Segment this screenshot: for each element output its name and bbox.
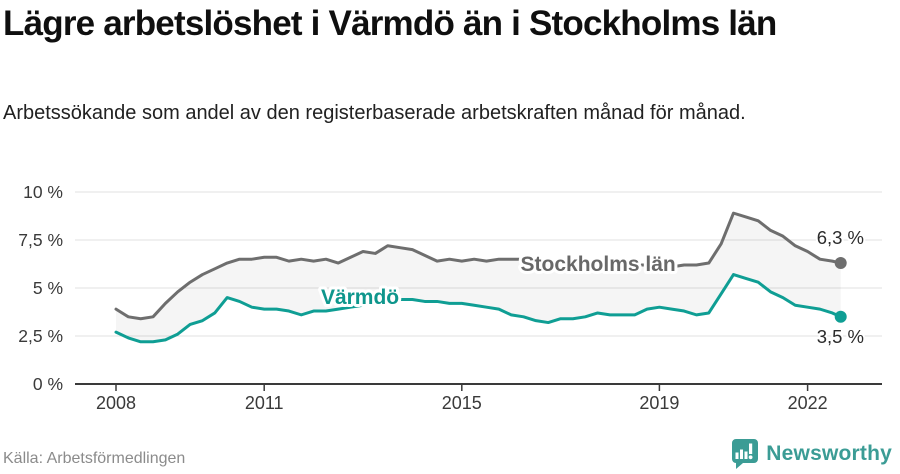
area-between-series: [116, 213, 841, 342]
newsworthy-logo: Newsworthy: [729, 438, 892, 469]
series-end-dot: [834, 310, 847, 323]
chart-subtitle: Arbetssökande som andel av den registerb…: [3, 102, 746, 124]
stockholms-lan-line: [114, 211, 843, 321]
series-end-value-label: 3,5 %: [817, 326, 864, 347]
source-note: Källa: Arbetsförmedlingen: [3, 450, 186, 467]
series-end-value-label: 6,3 %: [817, 227, 864, 248]
x-axis-tick-label: 2019: [639, 393, 679, 413]
y-axis-tick-label: 0 %: [33, 374, 63, 394]
x-axis-tick-label: 2011: [245, 393, 284, 413]
x-axis-tick-label: 2022: [788, 393, 828, 413]
series-end-dot: [834, 257, 847, 270]
stockholms-lan-series-label: Stockholms län: [521, 253, 676, 276]
page-title: Lägre arbetslöshet i Värmdö än i Stockho…: [3, 4, 777, 43]
y-axis-tick-label: 7,5 %: [18, 230, 63, 250]
x-axis-tick-label: 2015: [442, 393, 482, 413]
x-axis-tick-label: 2008: [96, 393, 136, 413]
newsworthy-wordmark: Newsworthy: [766, 441, 892, 465]
y-axis-tick-label: 10 %: [23, 182, 63, 202]
varmdo-line: [114, 273, 843, 344]
y-axis-tick-label: 2,5 %: [18, 326, 63, 346]
varmdo-series-label: Värmdö: [321, 286, 399, 309]
newsworthy-speech-bubble-bar-chart-icon: [732, 439, 759, 469]
y-axis-tick-label: 5 %: [33, 278, 63, 298]
